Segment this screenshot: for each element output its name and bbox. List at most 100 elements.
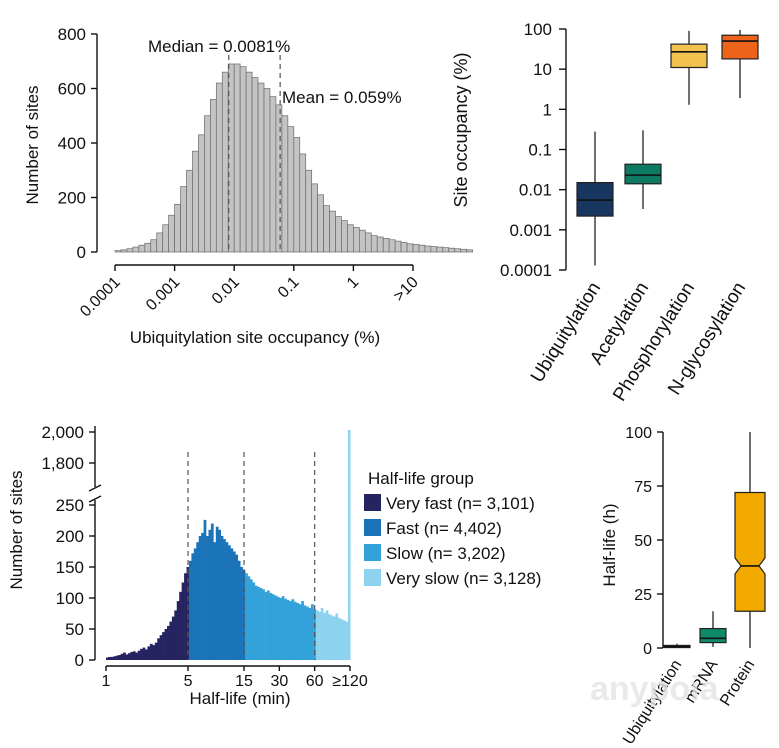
histogram-bar bbox=[215, 82, 223, 253]
halflife-bar bbox=[145, 649, 148, 660]
halflife-bar bbox=[113, 656, 117, 660]
histogram-bar bbox=[192, 150, 199, 253]
histogram-bar bbox=[281, 115, 289, 253]
histogram-bar bbox=[120, 249, 128, 253]
histogram-bar bbox=[442, 247, 450, 253]
halflife-bar bbox=[274, 595, 278, 660]
median-annotation: Median = 0.0081% bbox=[148, 37, 290, 56]
halflife-bar bbox=[162, 632, 165, 660]
histogram-bar bbox=[382, 238, 390, 253]
halflife-bar bbox=[110, 656, 114, 660]
halflife-bar bbox=[135, 652, 139, 660]
histogram-bar bbox=[114, 250, 122, 253]
box-acetylation bbox=[624, 163, 662, 185]
halflife-bar bbox=[298, 604, 302, 660]
halflife-bar bbox=[259, 588, 263, 660]
histogram-bar bbox=[269, 96, 277, 253]
halflife-bar bbox=[179, 591, 182, 660]
halflife-bar bbox=[257, 586, 261, 660]
histogram-bar bbox=[335, 216, 342, 253]
halflife-bar bbox=[137, 650, 141, 660]
legend-swatch bbox=[364, 569, 381, 586]
halflife-bar bbox=[198, 536, 202, 660]
histogram-bar bbox=[424, 245, 432, 253]
histogram-bar bbox=[376, 236, 384, 253]
halflife-bar bbox=[340, 619, 343, 660]
y-tick-label: 200 bbox=[58, 189, 86, 208]
halflife-bar bbox=[240, 567, 243, 660]
y-tick-label: 50 bbox=[65, 620, 84, 639]
halflife-bar bbox=[279, 598, 282, 660]
x-tick-label: 1 bbox=[344, 274, 362, 292]
halflife-bar bbox=[232, 551, 236, 660]
halflife-bar bbox=[230, 548, 234, 660]
histogram-bar bbox=[275, 104, 283, 253]
halflife-bar bbox=[125, 654, 129, 660]
y-tick-label: 150 bbox=[56, 558, 84, 577]
histogram-bar bbox=[150, 239, 158, 253]
histogram-bar bbox=[341, 220, 348, 253]
histogram-bar bbox=[126, 248, 134, 253]
histogram-bar bbox=[233, 63, 241, 253]
y-tick-label: 200 bbox=[56, 527, 84, 546]
y-tick-label: 50 bbox=[634, 533, 652, 550]
panel-occupancy-histogram: Number of sites Ubiquitylation site occu… bbox=[23, 25, 473, 347]
histogram-bar bbox=[156, 232, 164, 253]
halflife-bar bbox=[245, 573, 248, 660]
halflife-bar bbox=[157, 638, 160, 660]
halflife-bar bbox=[296, 602, 300, 660]
halflife-bar bbox=[325, 610, 329, 660]
legend-swatch bbox=[364, 494, 381, 511]
mean-annotation: Mean = 0.059% bbox=[282, 88, 402, 107]
histogram-bar bbox=[466, 249, 473, 253]
histogram-bar bbox=[317, 194, 324, 253]
y-tick-label: 100 bbox=[524, 20, 552, 39]
histogram-bar bbox=[448, 247, 456, 253]
halflife-bar bbox=[127, 653, 131, 660]
legend-swatch bbox=[364, 544, 381, 561]
histogram-bar bbox=[263, 88, 271, 253]
halflife-bar bbox=[215, 526, 219, 660]
legend-label: Slow (n= 3,202) bbox=[386, 544, 506, 563]
x-tick-label: 0.001 bbox=[143, 274, 183, 314]
histogram-bar bbox=[359, 229, 366, 253]
halflife-hist-xlabel: Half-life (min) bbox=[189, 689, 290, 708]
histogram-bar bbox=[168, 214, 175, 253]
histogram-bar bbox=[388, 239, 396, 253]
halflife-bar bbox=[142, 647, 146, 660]
halflife-bar bbox=[223, 539, 226, 660]
y-tick-label: 0.1 bbox=[528, 141, 552, 160]
x-tick-label: 1 bbox=[102, 673, 111, 690]
y-tick-label: 1 bbox=[543, 100, 552, 119]
halflife-bar bbox=[291, 599, 295, 660]
y-tick-label: 25 bbox=[634, 587, 652, 604]
halflife-bar bbox=[328, 614, 331, 660]
halflife-hist-ylabel: Number of sites bbox=[7, 470, 26, 589]
halflife-bar bbox=[140, 648, 143, 660]
x-tick-label: 30 bbox=[270, 673, 288, 690]
halflife-bar bbox=[201, 532, 204, 660]
halflife-bar bbox=[310, 604, 314, 660]
halflife-bar bbox=[276, 596, 280, 660]
halflife-bar bbox=[228, 545, 231, 660]
halflife-bar bbox=[169, 621, 173, 660]
histogram-bar bbox=[293, 137, 301, 253]
halflife-bar bbox=[210, 523, 214, 660]
histogram-bar bbox=[221, 71, 229, 253]
watermark: anypoia bbox=[590, 670, 720, 708]
halflife-bar bbox=[188, 560, 192, 660]
histogram-bar bbox=[311, 183, 318, 253]
histogram-bar bbox=[406, 243, 414, 253]
halflife-bar bbox=[167, 625, 170, 660]
histogram-bar bbox=[418, 244, 426, 253]
histogram-bar bbox=[251, 77, 259, 253]
histogram-bar bbox=[132, 246, 140, 253]
legend-label: Very fast (n= 3,101) bbox=[386, 494, 535, 513]
halflife-bar bbox=[330, 615, 334, 660]
halflife-bar bbox=[149, 643, 153, 660]
box-n-glycosylation bbox=[721, 34, 759, 60]
panel-occupancy-boxplot: Site occupancy (%) 0.0001 0.001 0.01 0.1 1 10… bbox=[451, 20, 759, 405]
halflife-bar bbox=[123, 652, 126, 660]
legend-label: Fast (n= 4,402) bbox=[386, 519, 502, 538]
